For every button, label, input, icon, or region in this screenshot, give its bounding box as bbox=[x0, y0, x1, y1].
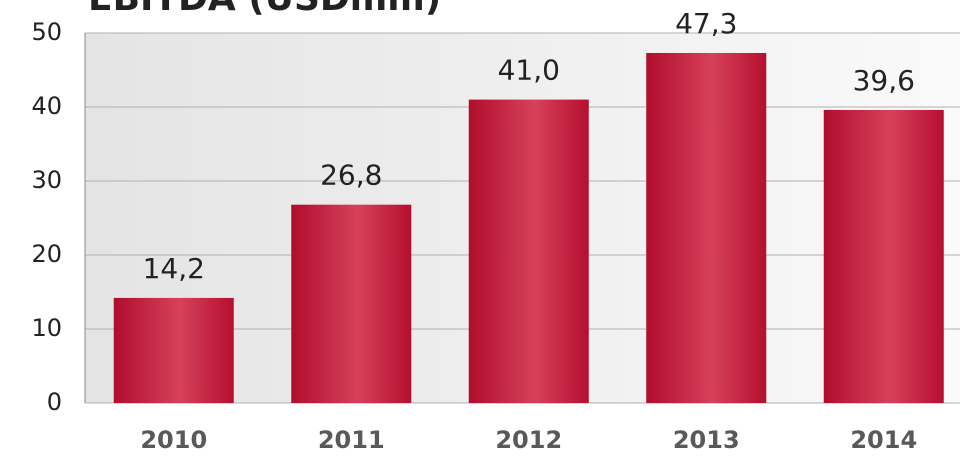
x-tick-label: 2012 bbox=[495, 426, 562, 454]
x-tick-label: 2011 bbox=[318, 426, 385, 454]
y-tick-label: 40 bbox=[31, 92, 62, 120]
y-tick-label: 0 bbox=[47, 388, 62, 416]
data-label: 47,3 bbox=[675, 7, 737, 40]
x-tick-label: 2013 bbox=[673, 426, 740, 454]
bar bbox=[468, 99, 589, 403]
x-tick-label: 2014 bbox=[850, 426, 917, 454]
bar bbox=[291, 204, 412, 403]
data-label: 39,6 bbox=[853, 64, 915, 97]
y-tick-label: 10 bbox=[31, 314, 62, 342]
bar bbox=[823, 109, 944, 404]
y-tick-label: 50 bbox=[31, 18, 62, 46]
bar bbox=[646, 52, 767, 403]
bar bbox=[113, 297, 234, 403]
data-label: 14,2 bbox=[143, 252, 205, 285]
x-tick-label: 2010 bbox=[140, 426, 207, 454]
data-label: 26,8 bbox=[320, 159, 382, 192]
y-tick-label: 30 bbox=[31, 166, 62, 194]
y-tick-label: 20 bbox=[31, 240, 62, 268]
data-label: 41,0 bbox=[498, 54, 560, 87]
chart-title: EBITDA (USDmm) bbox=[88, 0, 441, 19]
